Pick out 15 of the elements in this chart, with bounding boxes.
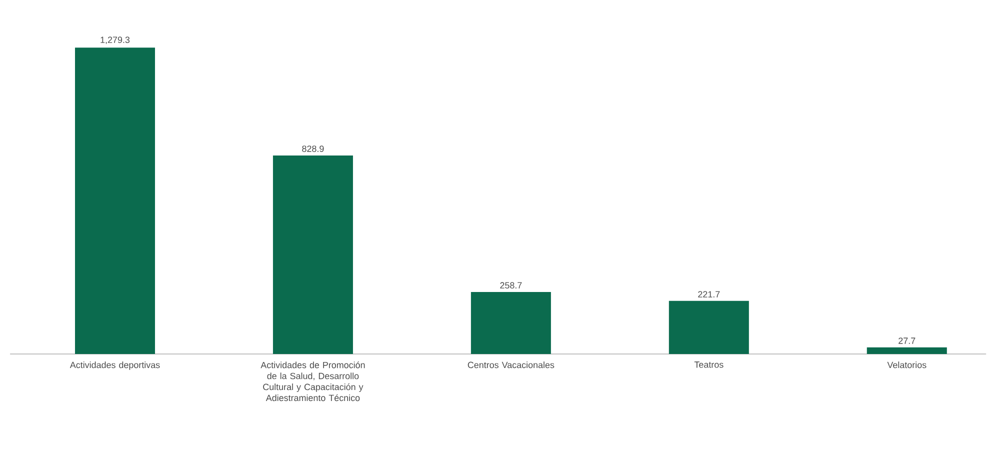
data-label: 1,279.3 <box>100 36 130 44</box>
data-label: 828.9 <box>302 146 324 152</box>
x-tick-label: Velatorios <box>887 362 926 368</box>
data-label: 27.7 <box>898 338 916 344</box>
bar <box>470 292 551 354</box>
bar <box>866 347 947 354</box>
x-tick-label: Actividades deportivas <box>70 362 160 370</box>
x-tick-label: Actividades de Promoción de la Salud, Desarrollo Cultural y Capacitación y Adiestramiento Técnico <box>260 362 365 402</box>
bar <box>75 48 155 354</box>
x-tick-label: Teatros <box>694 362 724 368</box>
x-tick-label: Centros Vacacionales <box>468 362 554 368</box>
bar <box>668 300 749 354</box>
data-label: 221.7 <box>698 291 720 298</box>
data-label: 258.7 <box>500 282 522 289</box>
bar <box>272 155 353 354</box>
